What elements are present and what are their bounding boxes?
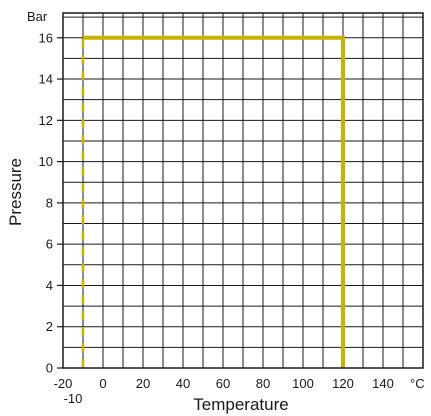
x-tick-label: 40 bbox=[176, 376, 190, 391]
y-axis-title: Pressure bbox=[6, 158, 25, 226]
y-tick-label: 8 bbox=[46, 195, 53, 210]
x-axis-title: Temperature bbox=[193, 395, 288, 414]
x-tick-label-extra: -10 bbox=[64, 391, 83, 406]
y-tick-label: 14 bbox=[39, 72, 53, 87]
y-tick-label: 0 bbox=[46, 361, 53, 376]
y-tick-label: 12 bbox=[39, 113, 53, 128]
plot-frame bbox=[62, 12, 424, 369]
x-tick-label: 140 bbox=[372, 376, 394, 391]
x-tick-label: 80 bbox=[256, 376, 270, 391]
y-tick-label: 4 bbox=[46, 278, 53, 293]
x-unit-label: °C bbox=[410, 376, 425, 391]
y-tick-label: 10 bbox=[39, 154, 53, 169]
x-tick-label: -20 bbox=[54, 376, 73, 391]
x-tick-label: 20 bbox=[136, 376, 150, 391]
y-tick-label: 2 bbox=[46, 319, 53, 334]
series-group bbox=[81, 35, 345, 368]
y-tick-label: 16 bbox=[39, 30, 53, 45]
y-unit-label: Bar bbox=[27, 9, 48, 24]
x-tick-label: 100 bbox=[292, 376, 314, 391]
grid bbox=[63, 13, 423, 368]
x-tick-label: 120 bbox=[332, 376, 354, 391]
x-tick-label: 0 bbox=[99, 376, 106, 391]
series-line-solid bbox=[83, 35, 345, 368]
x-tick-label: 60 bbox=[216, 376, 230, 391]
y-tick-label: 6 bbox=[46, 237, 53, 252]
